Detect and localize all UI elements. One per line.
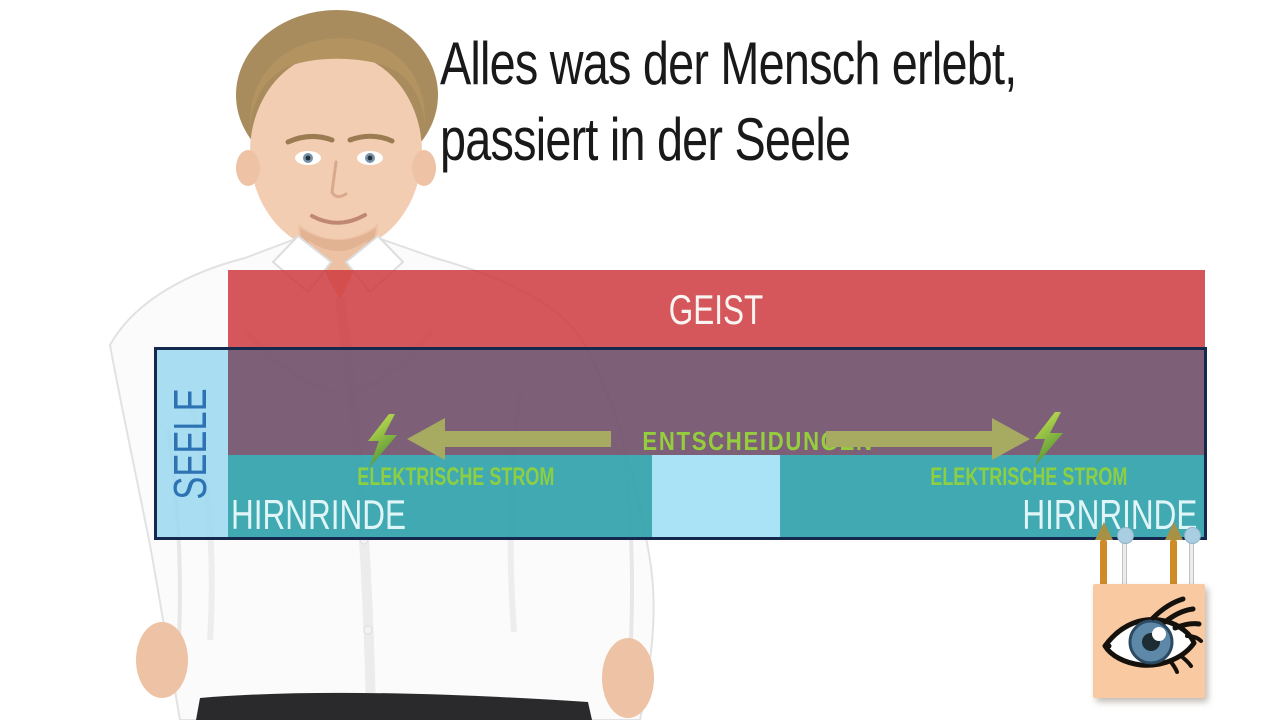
title-line-1: Alles was der Mensch erlebt, — [440, 30, 1017, 97]
person-nose — [330, 160, 348, 199]
lightning-bolt-icon — [1034, 412, 1063, 466]
person-eyebrow — [285, 134, 335, 145]
seele-border — [154, 347, 1207, 540]
lightning-bolt-icon — [368, 414, 397, 468]
person-fringe — [249, 38, 426, 125]
arrow-right-icon — [826, 418, 1030, 460]
electrode-pin-cap — [1184, 527, 1201, 544]
electrode-pin-icon — [1189, 542, 1194, 586]
electrode-arrow-icon — [1095, 522, 1113, 540]
elektrische-strom-label-right: ELEKTRISCHE STROM — [930, 463, 1128, 491]
shirt-button — [363, 625, 373, 635]
hirnrinde-label-left: HIRNRINDE — [231, 491, 407, 538]
person-eyebrow — [347, 133, 395, 144]
seele-center-gap — [652, 455, 780, 538]
electrode-arrow-icon — [1165, 522, 1183, 540]
title-line-2: passiert in der Seele — [440, 106, 851, 173]
person-pupil — [367, 155, 373, 161]
hirnrinde-box-right — [780, 455, 1205, 538]
arrow-left-icon — [407, 418, 611, 460]
slide-title: Alles was der Mensch erlebt, passiert in… — [440, 26, 1140, 178]
person-pants — [196, 692, 592, 720]
person-pupil — [305, 155, 311, 161]
seele-fill-strip — [157, 350, 228, 538]
person-hand-right — [602, 638, 654, 718]
person-ear-left — [236, 150, 260, 186]
geist-label: GEIST — [669, 286, 764, 333]
electrode-arrow-shaft — [1100, 540, 1107, 586]
electrode-pin-icon — [1122, 542, 1127, 586]
person-hand-left — [136, 622, 188, 698]
person-ear-right — [412, 150, 436, 186]
electrode-arrow-shaft — [1170, 540, 1177, 586]
eye-box — [1093, 584, 1205, 698]
hirnrinde-box-left — [228, 455, 652, 538]
electrode-pin-cap — [1117, 527, 1134, 544]
eye-icon — [1102, 596, 1203, 674]
person-face — [250, 52, 422, 252]
geist-box — [228, 270, 1205, 350]
person-mouth — [310, 213, 367, 225]
elektrische-strom-label-left: ELEKTRISCHE STROM — [357, 463, 555, 491]
